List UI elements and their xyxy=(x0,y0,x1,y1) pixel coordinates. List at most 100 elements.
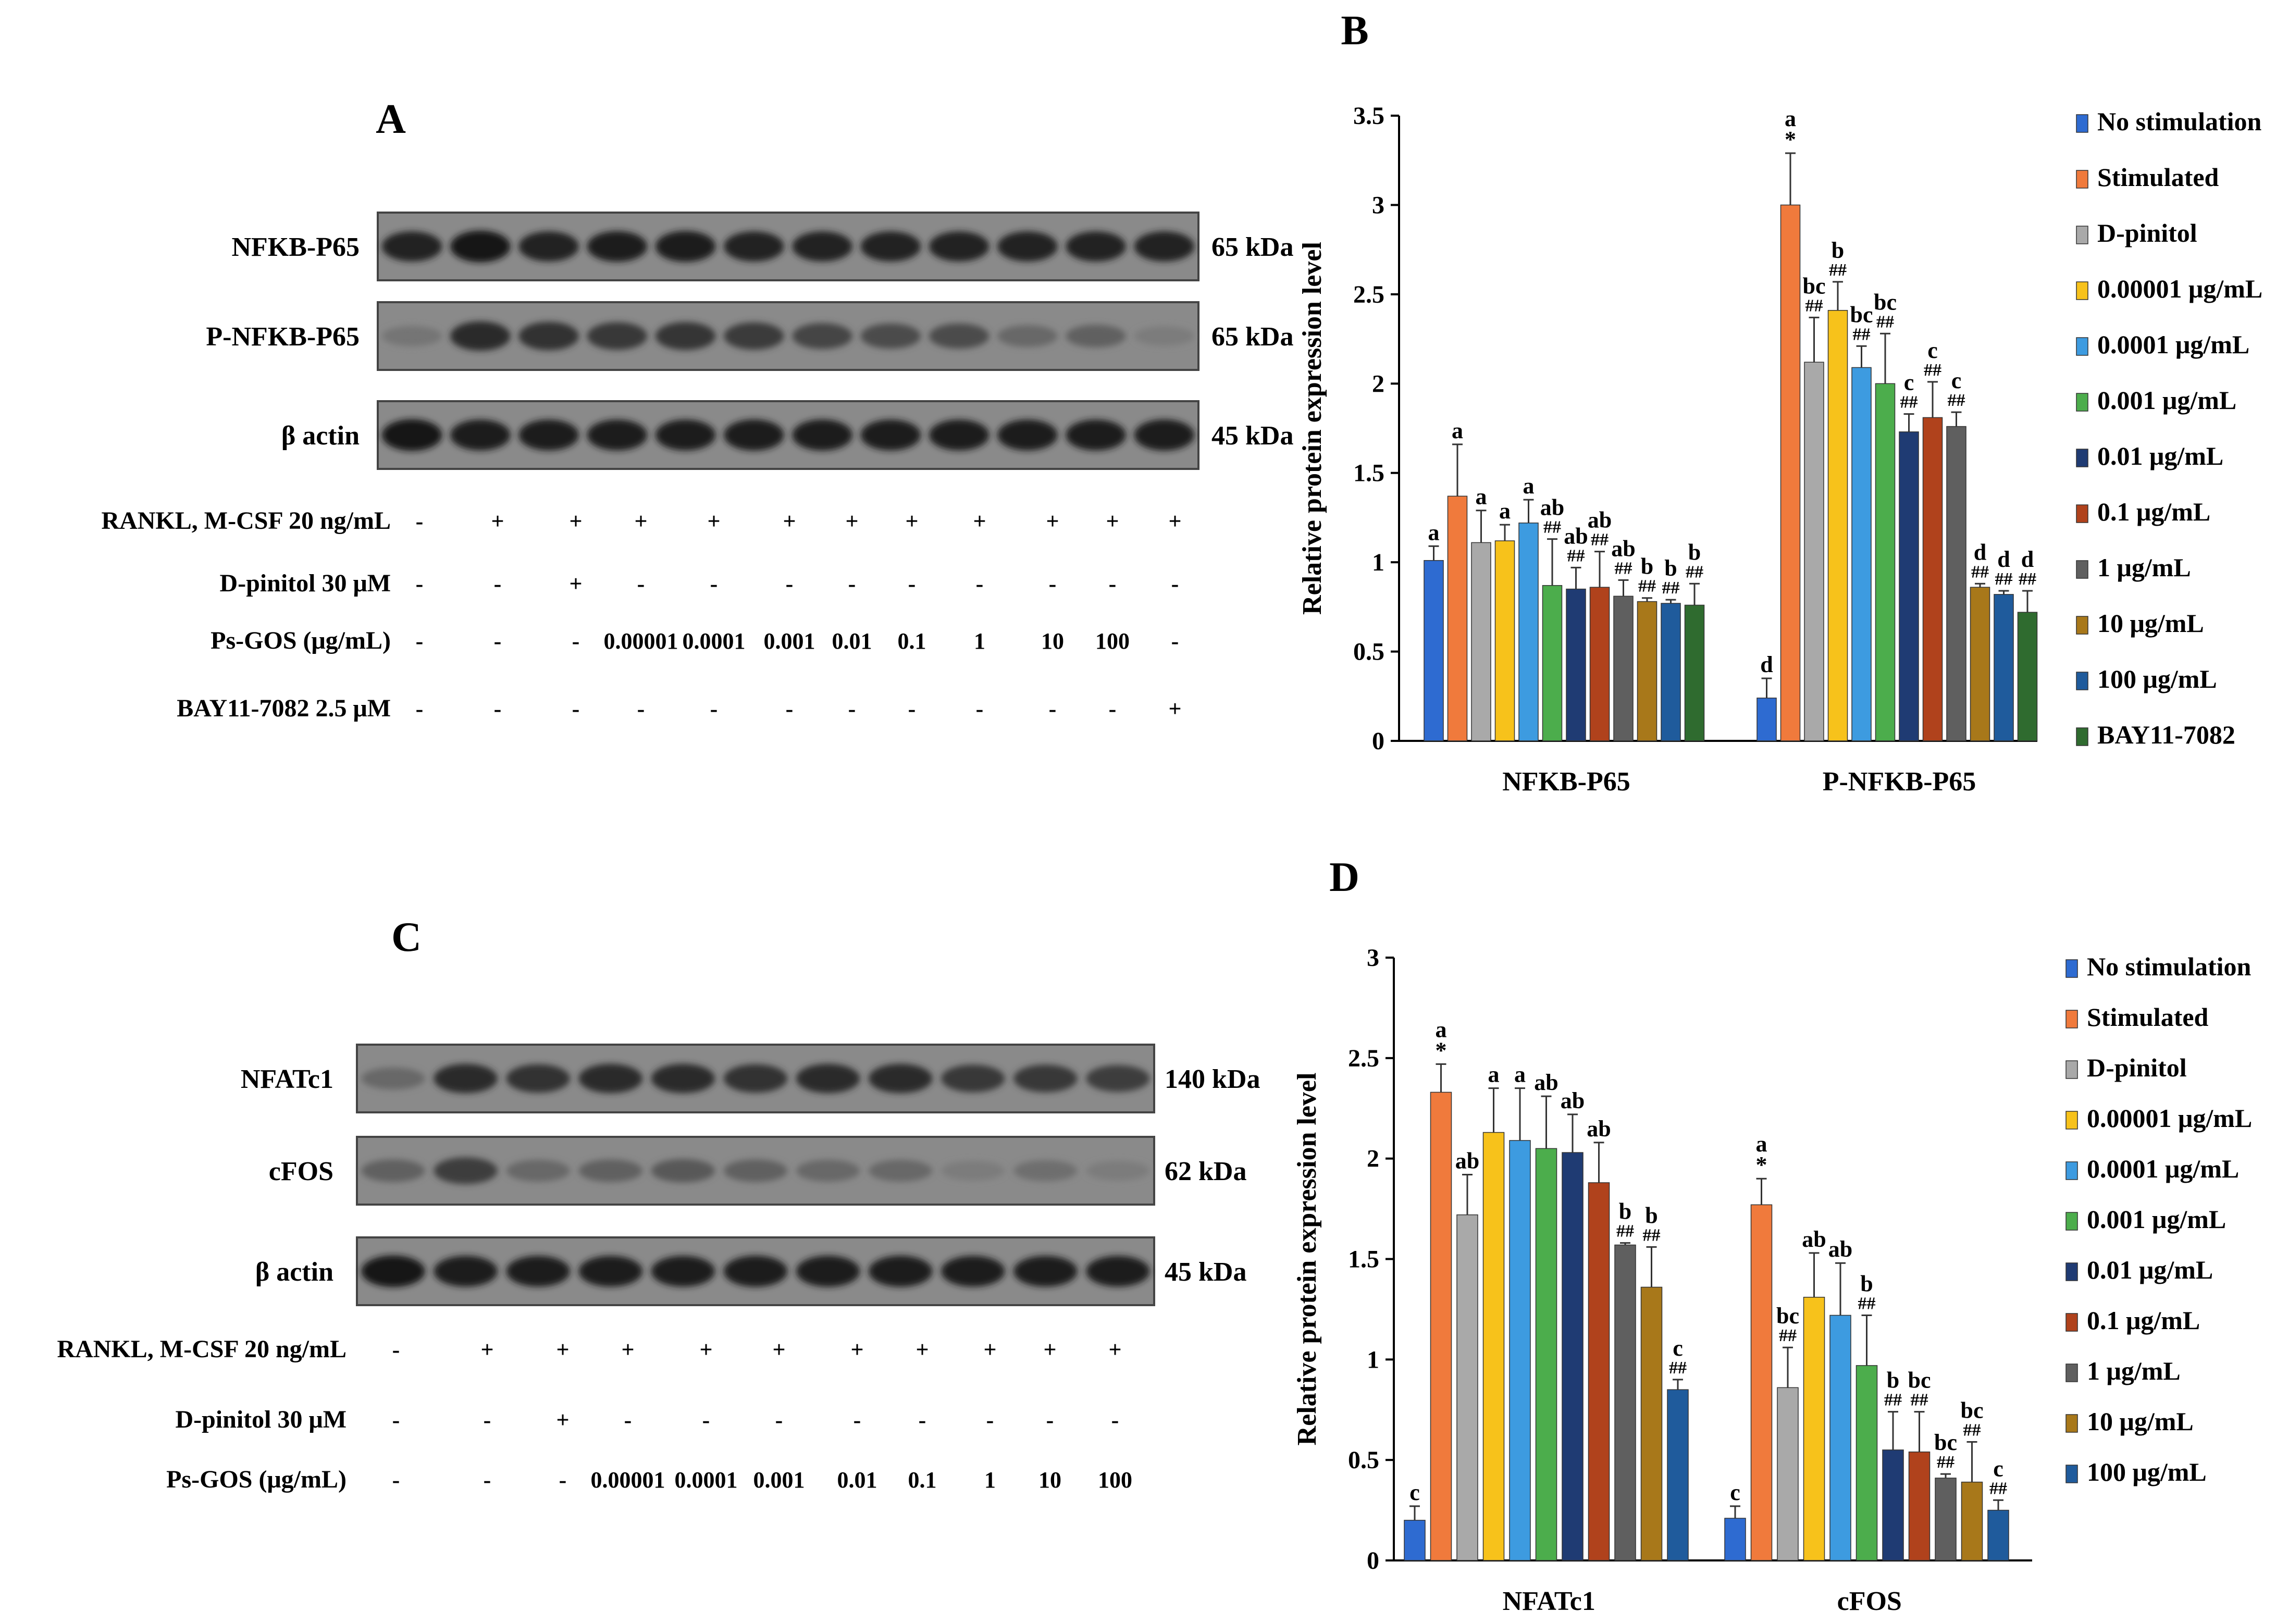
blot-band xyxy=(796,1256,860,1287)
significance-label: bc xyxy=(1908,1368,1931,1393)
blot-band xyxy=(1134,419,1195,451)
significance-label: b xyxy=(1619,1199,1631,1224)
bar xyxy=(1661,603,1681,741)
y-tick-label: 1.5 xyxy=(1348,1246,1379,1273)
condition-value: - xyxy=(484,1467,491,1493)
blot-band xyxy=(929,419,989,451)
bar xyxy=(1851,367,1872,741)
bar xyxy=(1471,542,1491,741)
condition-value: + xyxy=(916,1337,929,1362)
significance-label: ## xyxy=(1971,562,1989,581)
blot-band xyxy=(518,419,579,451)
x-category-label: NFATc1 xyxy=(1503,1586,1595,1616)
significance-label: bc xyxy=(1850,302,1873,327)
condition-value: + xyxy=(1168,509,1181,534)
significance-label: a xyxy=(1785,106,1796,131)
significance-label: ## xyxy=(1924,361,1941,380)
significance-label: d xyxy=(1974,539,1986,565)
significance-label: bc xyxy=(1961,1397,1984,1423)
legend-swatch xyxy=(2076,616,2088,635)
blot-band xyxy=(361,1159,425,1182)
legend-swatch xyxy=(2065,1212,2078,1231)
significance-label: c xyxy=(1993,1456,2003,1481)
condition-label-3: BAY11-7082 2.5 μM xyxy=(177,695,391,722)
significance-label: ab xyxy=(1534,1070,1558,1095)
blot-band xyxy=(578,1256,643,1287)
legend-label: BAY11-7082 xyxy=(2097,720,2235,749)
condition-value: - xyxy=(1049,696,1057,722)
blot-band xyxy=(792,231,852,262)
condition-value: 1 xyxy=(974,628,985,654)
blot-band xyxy=(860,323,921,349)
bar xyxy=(1509,1140,1531,1561)
condition-value: - xyxy=(1171,571,1179,597)
panel-a-letter: A xyxy=(376,96,406,142)
condition-value: - xyxy=(637,696,645,722)
significance-label: a xyxy=(1452,418,1463,443)
significance-label: ## xyxy=(1911,1391,1928,1410)
bar xyxy=(1724,1518,1746,1561)
condition-value: 0.001 xyxy=(764,628,815,654)
condition-value: 10 xyxy=(1041,628,1064,654)
legend-label: No stimulation xyxy=(2097,107,2262,136)
bar xyxy=(1777,1387,1799,1561)
significance-label: ## xyxy=(1948,391,1965,410)
significance-label: bc xyxy=(1803,273,1826,299)
y-tick-label: 2 xyxy=(1372,370,1384,398)
bar xyxy=(1970,587,1990,741)
condition-value: - xyxy=(392,1467,400,1493)
legend-label: D-pinitol xyxy=(2097,218,2197,247)
bar xyxy=(1566,588,1586,741)
blot-band xyxy=(381,231,442,262)
significance-label: c xyxy=(1730,1480,1740,1505)
condition-value: - xyxy=(494,696,502,722)
significance-label: d xyxy=(1997,547,2010,572)
legend-label: 100 μg/mL xyxy=(2087,1457,2207,1486)
significance-label: a xyxy=(1514,1062,1526,1087)
blot-strip-0 xyxy=(377,212,1199,281)
bar xyxy=(1994,594,2014,741)
bar xyxy=(1588,1182,1610,1561)
bar xyxy=(1803,1297,1825,1561)
y-axis-label: Relative protein expression level xyxy=(1292,1073,1322,1446)
significance-label: b xyxy=(1887,1368,1899,1393)
condition-value: 10 xyxy=(1038,1467,1061,1493)
bar xyxy=(1757,697,1777,741)
condition-value: 0.001 xyxy=(753,1467,805,1493)
condition-value: - xyxy=(976,696,984,722)
legend-swatch xyxy=(2076,393,2088,412)
condition-value: + xyxy=(634,509,647,534)
bar xyxy=(1804,362,1824,741)
y-tick-label: 2 xyxy=(1367,1145,1379,1173)
blot-band xyxy=(792,419,852,451)
significance-label: a xyxy=(1476,484,1487,510)
legend-swatch xyxy=(2076,281,2088,300)
bar xyxy=(1456,1214,1478,1561)
significance-label: ## xyxy=(1616,1222,1634,1241)
significance-label: ## xyxy=(1669,1358,1687,1378)
legend-label: 0.00001 μg/mL xyxy=(2087,1104,2252,1133)
blot-band xyxy=(929,323,989,349)
condition-value: - xyxy=(919,1407,926,1433)
condition-value: - xyxy=(392,1337,400,1362)
legend-label: 0.00001 μg/mL xyxy=(2097,274,2262,303)
blot-band xyxy=(997,419,1058,451)
significance-label: * xyxy=(1756,1152,1767,1177)
condition-value: - xyxy=(786,696,794,722)
blot-band xyxy=(1066,325,1126,348)
panel-c-western-blot: C NFATc1 140 kDa cFOS 62 kDa β actin 45 kDa R… xyxy=(57,914,1260,1493)
condition-value: + xyxy=(491,509,504,534)
significance-label: ## xyxy=(1615,559,1632,578)
significance-label: a xyxy=(1436,1016,1447,1042)
legend-swatch xyxy=(2065,1060,2078,1079)
blot-band xyxy=(1013,1160,1078,1182)
condition-value: + xyxy=(905,509,918,534)
blot-band xyxy=(1066,419,1126,451)
condition-label-1: D-pinitol 30 μM xyxy=(175,1406,347,1433)
condition-value: - xyxy=(1111,1407,1119,1433)
significance-label: a xyxy=(1428,519,1440,545)
blot-band xyxy=(450,419,511,451)
blot-band xyxy=(381,419,442,451)
blot-band xyxy=(860,231,921,262)
